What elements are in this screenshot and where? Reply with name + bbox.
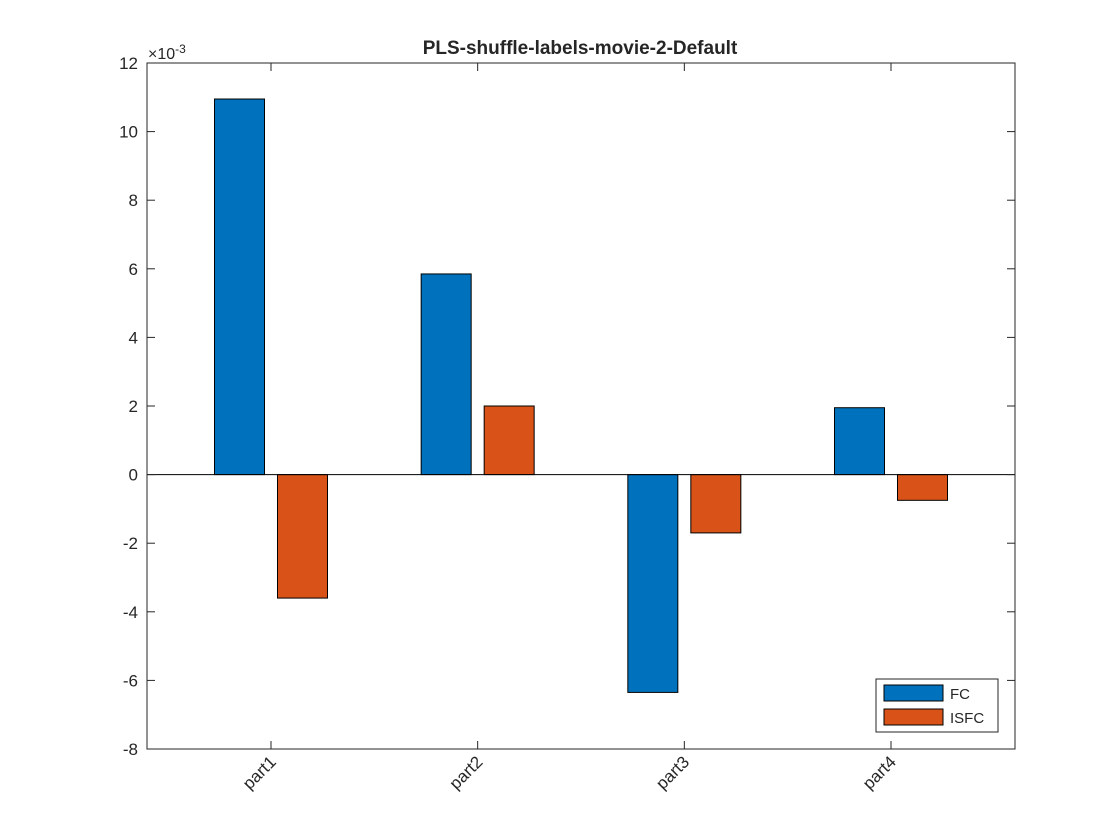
- y-tick-label: -8: [123, 740, 138, 759]
- x-tick-label-part1: part1: [239, 752, 280, 793]
- bar-isfc-part1: [277, 474, 328, 599]
- y-exponent-label: ×10-3: [148, 42, 186, 63]
- y-exponent-power: -3: [175, 42, 186, 56]
- plot-area: [147, 63, 1015, 749]
- legend-label-isfc: ISFC: [950, 710, 984, 727]
- bar-fc-part4: [834, 407, 885, 476]
- x-tick-label-part3: part3: [652, 752, 693, 793]
- x-tick-label-part4: part4: [859, 752, 900, 793]
- y-tick-label: 4: [129, 328, 138, 347]
- y-exponent-base: ×10: [148, 46, 175, 63]
- bar-fc-part3: [627, 474, 679, 693]
- legend-swatch-isfc: [883, 708, 944, 726]
- y-tick-label: -4: [123, 603, 138, 622]
- legend-swatch-fc: [883, 684, 944, 702]
- y-tick-label: -6: [123, 671, 138, 690]
- chart-title: PLS-shuffle-labels-movie-2-Default: [423, 38, 738, 59]
- legend-label-fc: FC: [950, 686, 970, 703]
- y-tick-label: 10: [119, 123, 138, 142]
- bar-fc-part1: [214, 98, 265, 476]
- y-axis: -8 -6 -4 -2 0 2 4 6 8 10 12: [119, 54, 1015, 759]
- bar-isfc-part4: [897, 474, 948, 501]
- y-tick-label: 12: [119, 54, 138, 73]
- y-tick-label: -2: [123, 534, 138, 553]
- y-tick-label: 0: [129, 466, 138, 485]
- legend: FC ISFC: [875, 678, 999, 733]
- y-tick-label: 2: [129, 397, 138, 416]
- bar-fc-part2: [420, 273, 472, 476]
- bar-isfc-part2: [483, 405, 535, 476]
- y-tick-label: 8: [129, 191, 138, 210]
- y-tick-label: 6: [129, 260, 138, 279]
- bar-isfc-part3: [690, 474, 742, 534]
- x-tick-label-part2: part2: [446, 752, 487, 793]
